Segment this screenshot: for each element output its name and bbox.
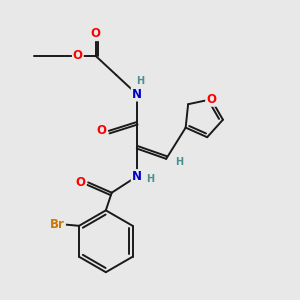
Text: O: O (96, 124, 106, 137)
Text: Br: Br (50, 218, 65, 231)
Text: N: N (132, 88, 142, 100)
Text: H: H (136, 76, 144, 86)
Text: H: H (176, 157, 184, 167)
Text: N: N (132, 170, 142, 183)
Text: O: O (91, 27, 100, 40)
Text: O: O (73, 49, 83, 62)
Text: O: O (76, 176, 86, 189)
Text: H: H (146, 174, 154, 184)
Text: O: O (206, 93, 216, 106)
